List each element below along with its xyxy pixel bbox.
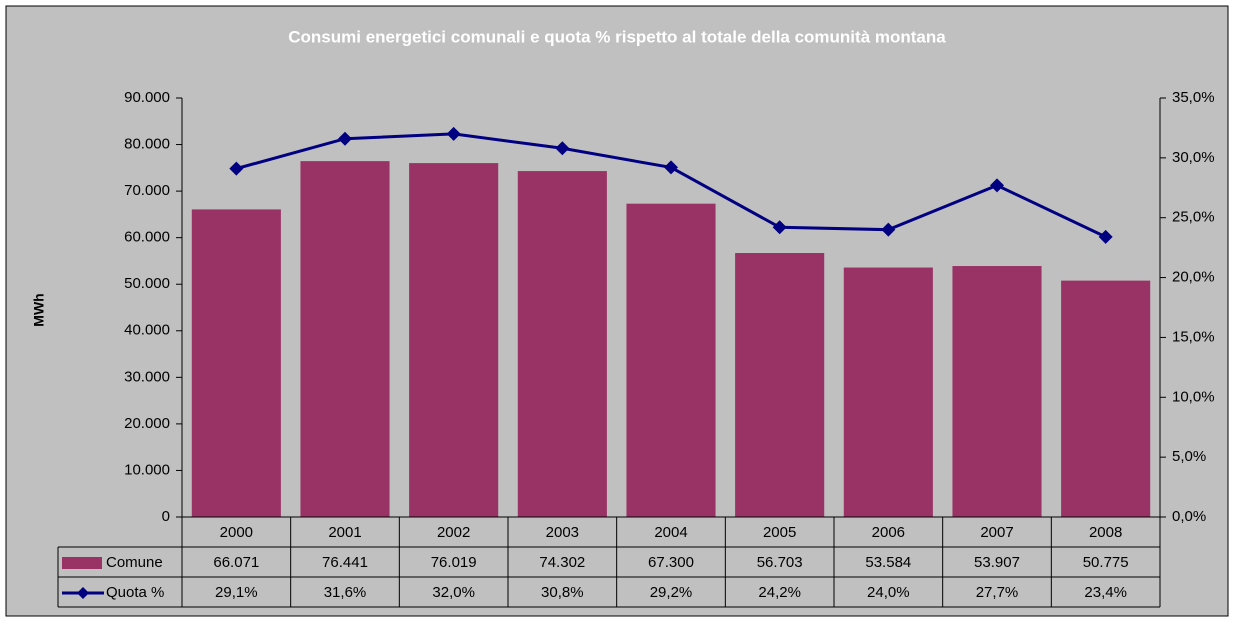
table-value: 53.584 <box>865 554 911 571</box>
y-axis-title: MWh <box>31 293 47 326</box>
bar <box>191 209 281 518</box>
marker <box>446 126 461 141</box>
table-value: 76.441 <box>322 554 368 571</box>
marker <box>555 141 570 156</box>
y2-tick-label: 20,0% <box>1172 269 1215 286</box>
table-value: 31,6% <box>324 584 367 601</box>
legend-key <box>62 557 102 569</box>
table-value: 27,7% <box>976 584 1019 601</box>
table-value: 23,4% <box>1084 584 1127 601</box>
marker <box>338 131 352 146</box>
y2-tick-label: 10,0% <box>1172 388 1215 405</box>
x-tick-label: 2006 <box>872 524 905 541</box>
bar <box>952 266 1042 517</box>
y-tick-label: 60.000 <box>124 229 170 246</box>
y2-tick-label: 30,0% <box>1172 149 1215 166</box>
legend-label: Comune <box>106 554 163 571</box>
x-tick-label: 2007 <box>980 524 1013 541</box>
bar <box>300 161 390 517</box>
x-tick-label: 2001 <box>328 524 361 541</box>
y2-tick-label: 5,0% <box>1172 448 1206 465</box>
y-tick-label: 30.000 <box>124 368 170 385</box>
bar <box>843 267 933 517</box>
x-tick-label: 2003 <box>546 524 579 541</box>
x-tick-label: 2000 <box>220 524 253 541</box>
marker <box>772 220 787 235</box>
y-tick-label: 70.000 <box>124 182 170 199</box>
bar <box>735 253 825 517</box>
table-value: 66.071 <box>213 554 259 571</box>
x-tick-label: 2002 <box>437 524 470 541</box>
table-value: 76.019 <box>431 554 477 571</box>
y-tick-label: 10.000 <box>124 461 170 478</box>
marker <box>990 178 1004 193</box>
bar <box>409 163 499 517</box>
table-value: 30,8% <box>541 584 584 601</box>
y-tick-label: 0 <box>162 508 170 525</box>
table-value: 24,0% <box>867 584 910 601</box>
y2-tick-label: 0,0% <box>1172 508 1206 525</box>
marker <box>1098 229 1113 244</box>
x-tick-label: 2005 <box>763 524 796 541</box>
y-tick-label: 20.000 <box>124 415 170 432</box>
marker <box>229 161 244 176</box>
y-tick-label: 50.000 <box>124 275 170 292</box>
marker <box>881 222 896 237</box>
y-tick-label: 80.000 <box>124 136 170 153</box>
chart-title: Consumi energetici comunali e quota % ri… <box>288 27 946 46</box>
y-tick-label: 90.000 <box>124 89 170 106</box>
bar <box>517 171 607 517</box>
legend-key <box>77 587 89 599</box>
table-value: 29,1% <box>215 584 258 601</box>
y-tick-label: 40.000 <box>124 322 170 339</box>
table-value: 32,0% <box>432 584 475 601</box>
x-tick-label: 2008 <box>1089 524 1122 541</box>
y2-tick-label: 15,0% <box>1172 328 1215 345</box>
y2-tick-label: 35,0% <box>1172 89 1215 106</box>
bar <box>1061 280 1151 517</box>
table-value: 24,2% <box>758 584 801 601</box>
table-value: 53.907 <box>974 554 1020 571</box>
y2-tick-label: 25,0% <box>1172 209 1215 226</box>
table-value: 67.300 <box>648 554 694 571</box>
table-value: 50.775 <box>1083 554 1129 571</box>
table-value: 56.703 <box>757 554 803 571</box>
legend-label: Quota % <box>106 584 164 601</box>
bar <box>626 203 716 518</box>
table-value: 74.302 <box>539 554 585 571</box>
marker <box>664 160 678 175</box>
x-tick-label: 2004 <box>654 524 687 541</box>
table-value: 29,2% <box>650 584 693 601</box>
